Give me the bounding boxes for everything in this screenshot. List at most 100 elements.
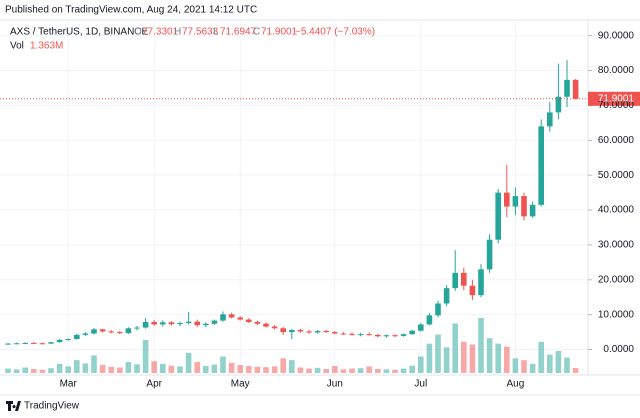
candle-body bbox=[48, 342, 54, 344]
candle-body bbox=[271, 326, 278, 329]
candle-body bbox=[392, 335, 398, 337]
candle-body bbox=[495, 192, 501, 240]
volume-bar bbox=[271, 366, 278, 373]
candle-body bbox=[504, 192, 510, 207]
candle-body bbox=[555, 96, 562, 113]
volume-bar bbox=[280, 358, 286, 373]
candle-body bbox=[469, 285, 476, 296]
volume-bar bbox=[211, 364, 218, 373]
volume-bar bbox=[237, 364, 243, 373]
candle-body bbox=[435, 303, 441, 316]
volume-bar bbox=[151, 361, 157, 373]
legend-key: C bbox=[253, 27, 260, 38]
candle-body bbox=[443, 288, 450, 304]
candle-body bbox=[538, 126, 544, 205]
candle-body bbox=[91, 329, 97, 334]
y-tick-label: 90.0000 bbox=[598, 30, 635, 41]
volume-bar bbox=[74, 360, 80, 373]
x-tick-label: Aug bbox=[507, 379, 525, 390]
volume-bar bbox=[99, 364, 106, 373]
candle-body bbox=[237, 317, 243, 320]
volume-bar bbox=[5, 368, 11, 373]
candle-body bbox=[65, 339, 71, 341]
y-tick-label: 60.0000 bbox=[598, 135, 635, 146]
candle-body bbox=[134, 327, 140, 329]
legend-value: 71.9001 bbox=[261, 27, 298, 38]
candle-body bbox=[168, 322, 175, 325]
volume-bar bbox=[185, 352, 192, 373]
volume-bar bbox=[65, 366, 71, 373]
volume-bar bbox=[117, 367, 123, 373]
volume-bar bbox=[31, 368, 37, 373]
grid bbox=[0, 20, 592, 375]
volume-bar bbox=[572, 368, 579, 373]
candle-body bbox=[117, 332, 123, 334]
last-price-tag bbox=[588, 91, 640, 106]
candle-body bbox=[306, 331, 312, 333]
volume-bar bbox=[538, 341, 544, 373]
volume-bar bbox=[177, 366, 183, 373]
volume-bar bbox=[82, 363, 89, 373]
logo: TradingView bbox=[6, 401, 80, 412]
volume-bar bbox=[22, 367, 28, 373]
x-tick-label: Jun bbox=[327, 379, 343, 390]
x-tick-label: Mar bbox=[60, 379, 78, 390]
candle-body bbox=[142, 321, 149, 328]
plot bbox=[0, 60, 640, 373]
y-tick-label: 10.0000 bbox=[598, 309, 635, 320]
candle-body bbox=[572, 79, 579, 99]
volume-bar bbox=[486, 338, 493, 373]
legend-value: 77.5633 bbox=[182, 27, 219, 38]
volume-bar bbox=[246, 366, 252, 373]
candle-body bbox=[478, 269, 484, 296]
candle-body bbox=[418, 324, 424, 331]
x-tick-label: May bbox=[231, 379, 250, 390]
candle-body bbox=[203, 323, 209, 326]
volume-bar bbox=[400, 368, 407, 373]
symbol: AXS / TetherUS, 1D, BINANCE bbox=[10, 27, 149, 38]
volume-bar bbox=[564, 357, 570, 373]
volume-bar bbox=[332, 366, 338, 373]
candle-body bbox=[151, 321, 157, 325]
volume-bar bbox=[521, 360, 527, 373]
volume-bar bbox=[366, 366, 372, 373]
legend-change: −5.4407 (−7.03%) bbox=[295, 27, 375, 38]
candle-body bbox=[108, 331, 114, 333]
legend-key: Vol bbox=[10, 41, 24, 52]
logo-mark bbox=[6, 401, 21, 411]
candle-body bbox=[564, 79, 570, 97]
last-price-label: 71.9001 bbox=[598, 93, 635, 104]
candle-body bbox=[56, 339, 63, 343]
volume-bar bbox=[349, 368, 355, 373]
candle-body bbox=[340, 333, 347, 335]
volume-bar bbox=[91, 355, 97, 373]
volume-bar bbox=[263, 367, 269, 373]
y-tick-label: 50.0000 bbox=[598, 170, 635, 181]
volume-bar bbox=[555, 351, 562, 373]
candle-body bbox=[228, 314, 235, 318]
candle-body bbox=[452, 272, 458, 289]
candle-body bbox=[177, 323, 183, 325]
y-tick-label: 70.0000 bbox=[598, 100, 635, 111]
candle-body bbox=[521, 196, 527, 217]
legend-value: 77.3301 bbox=[142, 27, 179, 38]
candle-body bbox=[280, 328, 286, 333]
candle-body bbox=[461, 272, 467, 286]
volume-bar bbox=[203, 366, 209, 373]
y-tick-label: 80.0000 bbox=[598, 65, 635, 76]
legend-value: 71.6947 bbox=[220, 27, 257, 38]
volume-bar bbox=[297, 367, 304, 373]
candle-body bbox=[323, 331, 329, 333]
volume-bar bbox=[134, 364, 140, 373]
candle-body bbox=[194, 321, 200, 326]
candle-body bbox=[383, 335, 390, 337]
published-note: Published on TradingView.com, Aug 24, 20… bbox=[5, 5, 257, 16]
volume-bar bbox=[529, 363, 536, 373]
volume-bar bbox=[426, 343, 433, 373]
candle-body bbox=[185, 321, 192, 324]
candle-body bbox=[220, 314, 226, 321]
volume-bar bbox=[504, 346, 510, 373]
candle-body bbox=[13, 343, 20, 345]
volume-bar bbox=[220, 356, 226, 373]
